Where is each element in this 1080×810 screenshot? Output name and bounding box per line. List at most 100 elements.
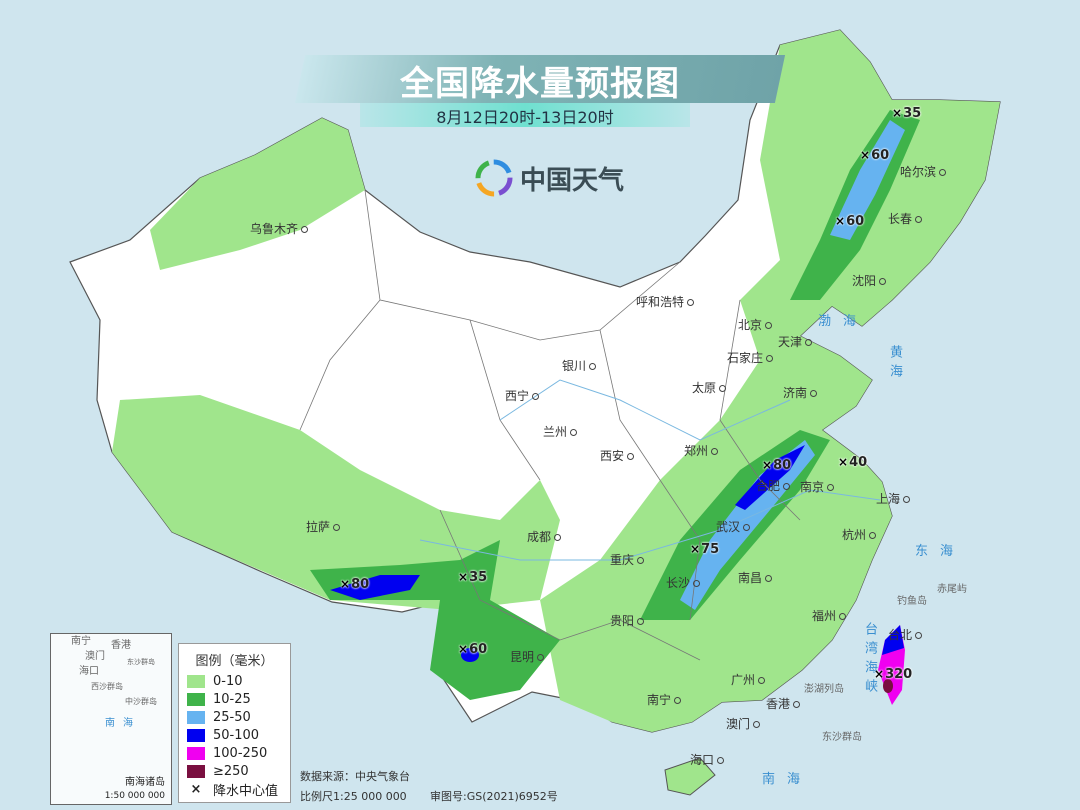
legend-item: 0-10 [187, 672, 282, 690]
city-label: 南昌 [738, 571, 772, 585]
legend-title: 图例（毫米） [195, 654, 274, 669]
city-label: 乌鲁木齐 [250, 222, 308, 236]
legend-swatch [187, 674, 205, 688]
rain-center-value: 60 [835, 214, 864, 229]
legend-swatch [187, 692, 205, 706]
legend-item: 50-100 [187, 726, 282, 744]
city-label: 哈尔滨 [900, 165, 946, 179]
legend-label: 10-25 [213, 691, 251, 707]
sea-label: 南海 [762, 772, 813, 787]
rain-center-value: 60 [860, 148, 889, 163]
city-label: 澳门 [726, 717, 760, 731]
legend-label: ≥250 [213, 763, 249, 779]
rain-center-value: 75 [690, 542, 719, 557]
city-label: 石家庄 [727, 351, 773, 365]
city-label: 杭州 [842, 528, 876, 542]
inset-label: 海口 [79, 666, 99, 677]
legend-label: 100-250 [213, 745, 268, 761]
legend-item: 10-25 [187, 690, 282, 708]
rain-center-value: 80 [762, 458, 791, 473]
legend: 图例（毫米） 0-10 10-25 25-50 50-100 100-250 ≥250 ×… [178, 643, 291, 803]
sea-label: 黄海 [887, 345, 902, 383]
city-label: 太原 [692, 381, 726, 395]
legend-label: 降水中心值 [213, 783, 279, 799]
city-label: 郑州 [684, 444, 718, 458]
island-label: 澎湖列岛 [804, 684, 844, 695]
rain-50-100-tibet [330, 575, 420, 600]
inset-label: 南海 [105, 718, 141, 729]
sea-label: 台湾海峡 [862, 622, 877, 698]
city-label: 上海 [876, 492, 910, 506]
city-label: 南宁 [647, 693, 681, 707]
inset-label: 澳门 [85, 651, 105, 662]
legend-label: 0-10 [213, 673, 243, 689]
city-label: 合肥 [756, 479, 790, 493]
rain-center-value: 60 [458, 642, 487, 657]
city-label: 重庆 [610, 553, 644, 567]
map-title: 全国降水量预报图 [400, 64, 680, 104]
sea-label: 渤海 [818, 314, 869, 329]
rain-center-value: 80 [340, 577, 369, 592]
city-label: 贵阳 [610, 614, 644, 628]
inset-label: 香港 [111, 640, 131, 651]
island-label: 赤尾屿 [937, 584, 967, 595]
rain-250-taiwan [883, 679, 893, 693]
rain-0-10-east [540, 30, 1000, 732]
legend-item: ≥250 [187, 762, 282, 780]
city-label: 昆明 [510, 650, 544, 664]
legend-swatch [187, 746, 205, 760]
rain-0-10-northwest [150, 118, 365, 270]
city-label: 长春 [888, 212, 922, 226]
city-label: 拉萨 [306, 520, 340, 534]
city-label: 海口 [690, 753, 724, 767]
city-label: 济南 [783, 386, 817, 400]
legend-item: 100-250 [187, 744, 282, 762]
legend-label: 25-50 [213, 709, 251, 725]
island-label: 东沙群岛 [822, 732, 862, 743]
city-label: 香港 [766, 697, 800, 711]
inset-scale: 1:50 000 000 [104, 791, 165, 801]
city-label: 西宁 [505, 389, 539, 403]
city-label: 呼和浩特 [636, 295, 694, 309]
city-label: 广州 [731, 673, 765, 687]
map-scale: 比例尺1:25 000 000 [300, 790, 407, 803]
inset-label: 中沙群岛 [125, 697, 157, 706]
cross-icon: × [190, 781, 202, 797]
rain-center-value: 35 [458, 570, 487, 585]
map-subtitle: 8月12日20时-13日20时 [436, 108, 614, 127]
south-china-sea-inset: 南宁 香港 澳门 海口 东沙群岛 西沙群岛 中沙群岛 南海 南海诸岛 1:50 … [50, 633, 172, 805]
rain-0-10-west [112, 395, 560, 610]
city-label: 银川 [562, 359, 596, 373]
sea-label: 东海 [915, 544, 966, 559]
rain-center-value: 320 [874, 667, 912, 682]
swirl-logo-icon [475, 159, 513, 197]
city-label: 武汉 [716, 520, 750, 534]
subtitle-band [360, 103, 690, 127]
inset-title: 南海诸岛 [125, 777, 165, 788]
rain-center-value: 35 [892, 106, 921, 121]
inset-label: 西沙群岛 [91, 682, 123, 691]
logo-text: 中国天气 [520, 165, 625, 196]
legend-label: 50-100 [213, 727, 260, 743]
island-label: 钓鱼岛 [897, 596, 927, 607]
data-source: 数据来源：中央气象台 [300, 770, 410, 783]
brand-logo: 中国天气 [474, 158, 624, 198]
city-label: 沈阳 [852, 274, 886, 288]
rain-center-value: 40 [838, 455, 867, 470]
city-label: 福州 [812, 609, 846, 623]
inset-label: 东沙群岛 [127, 658, 155, 666]
inset-label: 南宁 [71, 636, 91, 647]
city-label: 西安 [600, 449, 634, 463]
legend-item-center: × 降水中心值 [187, 780, 282, 799]
city-label: 兰州 [543, 425, 577, 439]
legend-swatch [187, 710, 205, 724]
legend-swatch [187, 764, 205, 778]
city-label: 长沙 [666, 576, 700, 590]
city-label: 成都 [527, 530, 561, 544]
city-label: 南京 [800, 480, 834, 494]
city-label: 台北 [888, 628, 922, 642]
legend-item: 25-50 [187, 708, 282, 726]
approval-number: 审图号:GS(2021)6952号 [430, 790, 558, 803]
city-label: 北京 [738, 318, 772, 332]
